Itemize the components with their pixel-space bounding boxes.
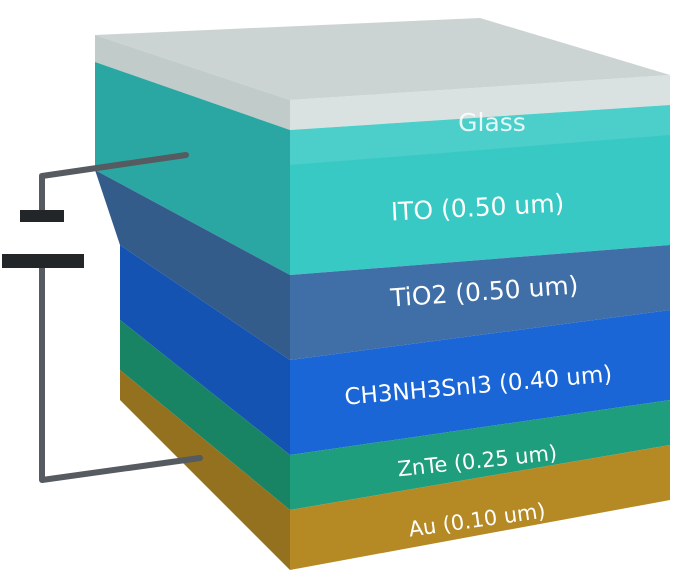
znte-side-face (120, 320, 290, 510)
au-front-face (290, 445, 670, 570)
tio2-side-face (95, 170, 290, 360)
tio2-front-face (290, 245, 670, 360)
perovskite-front-face (290, 310, 670, 455)
battery-negative-plate (20, 210, 64, 222)
au-side-face (120, 370, 290, 570)
ito-front-face (290, 105, 670, 275)
glass-label: Glass (458, 108, 526, 137)
layer-side-faces (95, 35, 290, 570)
glass-side-face (95, 35, 290, 130)
glass-front-face (290, 75, 670, 130)
circuit (2, 152, 203, 483)
layer-front-faces (290, 75, 670, 570)
ito-side-face (95, 62, 290, 275)
perovskite-side-face (120, 245, 290, 455)
battery-positive-plate (2, 254, 84, 268)
bottom-wire (39, 259, 203, 483)
top-wire (39, 152, 189, 215)
glass-top-face (95, 18, 670, 100)
glass-overlay-front (290, 75, 670, 165)
znte-front-face (290, 400, 670, 510)
